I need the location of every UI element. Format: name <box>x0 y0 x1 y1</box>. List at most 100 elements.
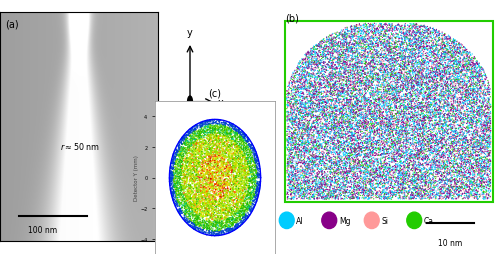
Point <box>380 152 388 156</box>
Point <box>443 120 451 124</box>
Point <box>182 144 190 148</box>
Point <box>352 111 360 115</box>
Point <box>354 125 362 129</box>
Point <box>377 86 385 90</box>
Point <box>412 76 420 80</box>
Point <box>332 106 340 110</box>
Point <box>476 135 484 139</box>
Point <box>222 130 230 134</box>
Point <box>430 50 438 54</box>
Point <box>432 196 440 200</box>
Point <box>416 72 424 76</box>
Point <box>346 71 354 75</box>
Point <box>205 123 213 127</box>
Point <box>424 45 432 49</box>
Point <box>481 74 489 78</box>
Point <box>364 77 372 81</box>
Point <box>375 85 383 89</box>
Point <box>194 187 202 191</box>
Point <box>409 85 417 89</box>
Point <box>320 61 328 66</box>
Point <box>485 162 493 166</box>
Point <box>294 113 302 117</box>
Point <box>216 214 224 218</box>
Point <box>228 131 236 135</box>
Point <box>462 103 469 107</box>
Point <box>241 147 249 151</box>
Point <box>358 98 366 102</box>
Point <box>476 95 484 99</box>
Point <box>298 71 306 75</box>
Point <box>368 188 376 192</box>
Point <box>384 53 392 57</box>
Point <box>168 173 176 178</box>
Point <box>430 41 438 45</box>
Point <box>342 59 349 63</box>
Point <box>396 172 404 176</box>
Point <box>182 202 190 206</box>
Point <box>406 131 414 135</box>
Point <box>363 152 371 156</box>
Point <box>428 77 436 82</box>
Point <box>408 87 416 91</box>
Point <box>412 42 420 46</box>
Point <box>182 214 190 218</box>
Point <box>284 99 292 103</box>
Point <box>332 163 340 167</box>
Point <box>352 93 360 97</box>
Point <box>486 152 494 156</box>
Point <box>331 155 339 159</box>
Point <box>386 93 394 97</box>
Point <box>202 119 210 123</box>
Point <box>406 41 414 45</box>
Point <box>434 94 442 98</box>
Point <box>366 66 374 70</box>
Point <box>364 117 372 121</box>
Point <box>226 155 234 159</box>
Point <box>287 94 295 98</box>
Point <box>428 158 436 162</box>
Point <box>204 225 212 229</box>
Point <box>403 155 411 160</box>
Point <box>209 158 217 163</box>
Point <box>437 63 445 67</box>
Point <box>226 146 234 150</box>
Point <box>371 118 379 122</box>
Point <box>335 34 343 38</box>
Point <box>245 185 253 189</box>
Point <box>409 125 417 129</box>
Point <box>347 126 355 130</box>
Point <box>310 125 318 129</box>
Point <box>366 43 374 47</box>
Point <box>324 66 332 70</box>
Point <box>223 217 231 221</box>
Point <box>440 160 448 164</box>
Point <box>376 38 384 42</box>
Point <box>300 143 308 147</box>
Point <box>346 159 354 163</box>
Point <box>296 118 304 122</box>
Point <box>368 141 376 145</box>
Point <box>190 199 198 203</box>
Point <box>397 26 405 30</box>
Point <box>449 164 457 168</box>
Point <box>350 189 358 193</box>
Point <box>368 77 376 81</box>
Point <box>192 135 200 139</box>
Point <box>344 155 351 159</box>
Point <box>214 147 222 151</box>
Point <box>208 131 216 135</box>
Point <box>220 221 228 226</box>
Point <box>374 104 382 108</box>
Point <box>461 156 469 160</box>
Point <box>285 118 293 122</box>
Point <box>184 148 192 152</box>
Point <box>414 52 422 56</box>
Point <box>410 35 418 39</box>
Point <box>312 61 320 66</box>
Point <box>327 119 335 123</box>
Point <box>352 180 360 184</box>
Point <box>214 119 222 123</box>
Point <box>220 195 228 199</box>
Point <box>336 151 344 155</box>
